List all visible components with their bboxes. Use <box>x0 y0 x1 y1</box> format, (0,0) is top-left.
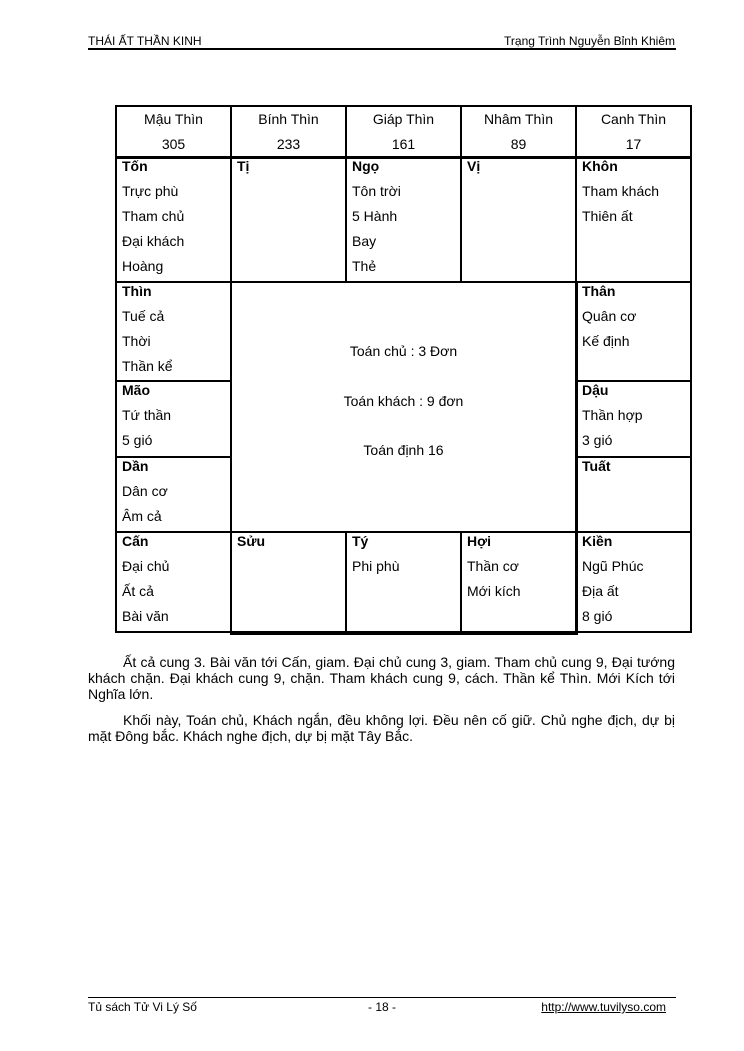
palace-cell-khon: Khôn Tham khách Thiên ất <box>575 156 692 283</box>
header-cell-name: Mậu Thìn <box>144 111 203 127</box>
header-cell-value: 17 <box>625 136 642 152</box>
palace-title: Cấn <box>122 533 149 549</box>
palace-title: Hợi <box>467 533 491 549</box>
palace-cell-ti: Tị <box>230 156 347 283</box>
palace-title: Khôn <box>582 158 618 174</box>
palace-cell-dau: Dậu Thần hợp 3 gió <box>575 380 692 458</box>
palace-title: Vị <box>467 158 481 174</box>
palace-cell-dan: Dần Dân cơ Âm cả <box>115 456 232 533</box>
header-cell-name: Giáp Thìn <box>372 111 435 127</box>
header-cell-name: Canh Thìn <box>600 111 667 127</box>
palace-title: Tị <box>237 158 250 174</box>
palace-line: Ngũ Phúc <box>582 558 644 574</box>
palace-line: Thần kể <box>122 358 173 374</box>
palace-title: Tý <box>352 533 369 549</box>
header-cell: Giáp Thìn 161 <box>345 105 462 159</box>
palace-line: Tham khách <box>582 183 660 199</box>
center-cell <box>230 281 578 635</box>
palace-line: Dân cơ <box>122 483 168 499</box>
header-cell: Bính Thìn 233 <box>230 105 347 159</box>
palace-line: Âm cả <box>122 508 162 524</box>
header-cell-value: 305 <box>161 136 186 152</box>
palace-line: Kế định <box>582 333 630 349</box>
palace-line: Bay <box>352 233 377 249</box>
palace-line: Đại chủ <box>122 558 170 574</box>
palace-cell-than: Thân Quân cơ Kế định <box>575 281 692 382</box>
palace-line: Đại khách <box>122 233 185 249</box>
palace-cell-ton: Tốn Trực phù Tham chủ Đại khách Hoàng <box>115 156 232 283</box>
palace-line: Thần hợp <box>582 407 643 423</box>
palace-title: Thìn <box>122 283 152 299</box>
palace-title: Ngọ <box>352 158 380 174</box>
palace-line: Thần cơ <box>467 558 519 574</box>
header-cell-value: 161 <box>391 136 416 152</box>
palace-cell-tuat: Tuất <box>575 456 692 533</box>
palace-cell-vi: Vị <box>460 156 577 283</box>
palace-cell-can: Cấn Đại chủ Ất cả Bài văn <box>115 531 232 633</box>
palace-line: Thẻ <box>352 258 377 274</box>
palace-title: Tốn <box>122 158 148 174</box>
footer-rule <box>88 997 676 998</box>
palace-line: Tứ thần <box>122 407 172 423</box>
palace-line: Phi phù <box>352 558 400 574</box>
palace-line: Tuế cả <box>122 308 165 324</box>
header-cell: Mậu Thìn 305 <box>115 105 232 159</box>
palace-title: Kiền <box>582 533 613 549</box>
header-cell: Canh Thìn 17 <box>575 105 692 159</box>
center-text-2: Toán khách : 9 đơn <box>343 393 464 409</box>
palace-line: Địa ất <box>582 583 619 599</box>
palace-cell-thin: Thìn Tuế cả Thời Thần kể <box>115 281 232 382</box>
palace-cell-kien: Kiền Ngũ Phúc Địa ất 8 gió <box>575 531 692 633</box>
palace-line: Thời <box>122 333 151 349</box>
palace-cell-ngo: Ngọ Tôn trời 5 Hành Bay Thẻ <box>345 156 462 283</box>
palace-line: Mới kích <box>467 583 521 599</box>
palace-title: Dậu <box>582 382 609 398</box>
palace-line: 5 Hành <box>352 208 398 224</box>
palace-line: Trực phù <box>122 183 179 199</box>
palace-line: Tôn trời <box>352 183 401 199</box>
palace-line: Ất cả <box>122 583 154 599</box>
header-cell-name: Bính Thìn <box>258 111 319 127</box>
palace-title: Sửu <box>237 533 266 549</box>
header-cell: Nhâm Thìn 89 <box>460 105 577 159</box>
palace-cell-mao: Mão Tứ thần 5 gió <box>115 380 232 458</box>
palace-line: Thiên ất <box>582 208 633 224</box>
palace-line: Quân cơ <box>582 308 637 324</box>
palace-line: 8 gió <box>582 608 613 624</box>
palace-line: 5 gió <box>122 432 153 448</box>
center-text-1: Toán chủ : 3 Đơn <box>349 343 458 359</box>
header-cell-value: 233 <box>276 136 301 152</box>
header-cell-value: 89 <box>510 136 527 152</box>
running-header-title: THÁI ẤT THẦN KINH <box>88 34 202 48</box>
center-text-3: Toán định 16 <box>363 442 444 458</box>
running-header-author: Trạng Trình Nguyễn Bỉnh Khiêm <box>504 34 675 48</box>
paragraph-2: Khối này, Toán chủ, Khách ngắn, đều khôn… <box>88 712 675 744</box>
palace-title: Tuất <box>582 458 611 474</box>
palace-line: 3 gió <box>582 432 613 448</box>
footer-link[interactable]: http://www.tuvilyso.com <box>541 1000 666 1014</box>
palace-title: Thân <box>582 283 616 299</box>
header-rule <box>88 48 676 50</box>
footer-left: Tủ sách Tử Vi Lý Số <box>88 1000 197 1014</box>
page-number: - 18 - <box>368 1000 397 1014</box>
header-cell-name: Nhâm Thìn <box>484 111 553 127</box>
palace-title: Dần <box>122 458 149 474</box>
palace-title: Mão <box>122 382 150 398</box>
palace-line: Tham chủ <box>122 208 185 224</box>
palace-line: Bài văn <box>122 608 169 624</box>
paragraph-1: Ất cả cung 3. Bài văn tới Cấn, giam. Đại… <box>88 654 675 702</box>
palace-line: Hoàng <box>122 258 164 274</box>
